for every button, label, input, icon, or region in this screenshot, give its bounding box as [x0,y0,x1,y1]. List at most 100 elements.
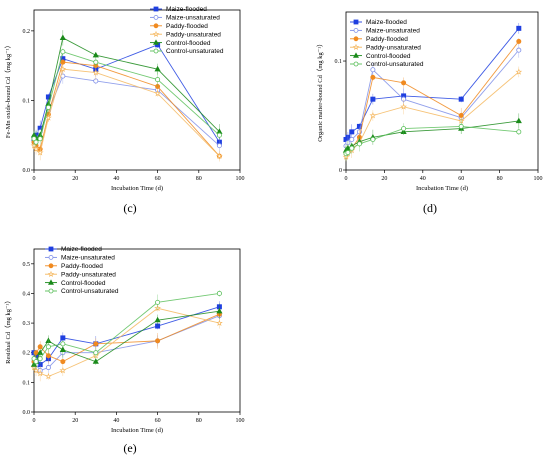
data-point [516,25,522,31]
x-tick-label: 80 [196,176,202,182]
x-tick-label: 20 [381,176,387,182]
series-control-unsaturated [343,118,522,162]
y-tick-label: 0.4 [23,291,31,297]
data-point [216,143,222,149]
panel-label: (d) [423,201,437,215]
panel-d-organic-matter-chart: 0 20 40 60 80 100 0 0.1 Incubation Time (d) Organ… [316,11,543,215]
y-axis-label: Fe-Mn oxide-bound Cd（mg kg⁻¹） [4,42,12,138]
data-point [60,341,66,347]
y-tick-label: 0.1 [23,380,31,386]
data-point [401,126,407,132]
series-control-unsaturated [31,48,222,147]
data-point [155,299,161,305]
legend: Maize-flooded Maize-unsaturatedPaddy-floo… [45,246,119,295]
data-point [45,365,51,371]
legend: Maize-flooded Maize-unsaturatedPaddy-floo… [350,19,424,68]
data-point [369,111,377,119]
data-point [356,141,362,147]
legend-entry: Control-unsaturated [61,288,119,295]
legend-entry: Maize-unsaturated [166,15,220,22]
legend-entry: Control-flooded [166,40,211,47]
x-tick-label: 20 [72,176,78,182]
x-tick-label: 0 [345,176,348,182]
data-point [216,152,223,159]
data-point [59,34,66,41]
y-tick-label: 0.1 [23,98,31,104]
y-tick-label: 0 [339,168,342,174]
legend-entry: Paddy-flooded [61,263,103,270]
plot-frame [33,248,241,413]
x-tick-label: 20 [72,418,78,424]
legend-marker [152,30,160,37]
x-tick-label: 0 [33,176,36,182]
legend-entry: Maize-unsaturated [61,255,115,262]
data-point [216,319,223,326]
legend-marker [353,36,359,42]
data-point [349,145,355,151]
data-point [32,145,40,152]
legend-entry: Paddy-flooded [166,23,208,30]
x-tick-label: 40 [420,176,426,182]
data-point [216,132,222,138]
data-point [154,65,161,72]
data-point [59,366,67,374]
legend-marker [353,61,359,67]
panel-c-fe-mn-oxide-chart: 0 20 40 60 80 100 0.0 0.1 0.2 Incubation Time (d)… [4,6,245,215]
x-axis-label: Incubation Time (d) [111,427,163,434]
data-point [93,341,99,347]
legend-entry: Maize-flooded [61,246,102,253]
y-axis-label: Organic matter-bound Cd（mg kg⁻¹） [316,40,324,141]
panel-label: (e) [123,441,136,455]
series-maize-flooded [31,301,222,373]
legend-marker [48,279,54,285]
data-point [155,338,161,344]
series-maize-flooded [31,41,222,148]
legend-marker [353,27,359,33]
data-point [45,344,51,350]
legend-marker [153,48,159,54]
data-point [93,59,99,65]
data-point [345,150,351,156]
y-axis-label: Residual Cd（mg kg⁻¹） [4,297,12,364]
series-line [345,120,519,151]
x-tick-label: 40 [113,418,119,424]
data-point [458,96,464,102]
data-point [155,77,161,83]
data-point [60,59,66,65]
x-tick-label: 80 [497,176,503,182]
data-point [33,139,39,145]
data-point [36,369,44,377]
data-point [37,344,43,350]
legend: Maize-flooded Maize-unsaturatedPaddy-floo… [150,6,224,55]
data-point [349,136,355,142]
legend-marker [153,6,159,12]
series-control-unsaturated [31,290,222,367]
data-point [370,74,376,80]
legend-entry: Maize-flooded [166,6,207,13]
legend-marker [153,14,159,20]
series-paddy-unsaturated [30,304,223,382]
data-point [45,114,52,121]
y-tick-label: 0.0 [23,410,31,416]
data-point [516,47,522,53]
legend-entry: Paddy-flooded [366,36,408,43]
data-point [458,113,464,119]
x-tick-label: 0 [33,418,36,424]
data-point [400,103,407,110]
data-point [92,358,99,364]
legend-marker [48,246,54,252]
data-point [370,67,376,73]
x-tick-label: 100 [534,176,543,182]
data-point [515,117,522,124]
panel-e-residual-chart: 0 20 40 60 80 100 0.0 0.1 0.2 0.3 0.4 0.5 Incubation… [4,246,245,455]
legend-marker [353,19,359,25]
plot-frame [33,9,241,171]
x-axis-label: Incubation Time (d) [416,185,468,192]
x-tick-label: 100 [236,176,245,182]
x-tick-label: 80 [196,418,202,424]
data-point [216,290,222,296]
panel-label: (c) [123,201,136,215]
legend-entry: Paddy-unsaturated [61,271,116,278]
data-point [32,366,40,374]
legend-entry: Control-flooded [366,53,411,60]
